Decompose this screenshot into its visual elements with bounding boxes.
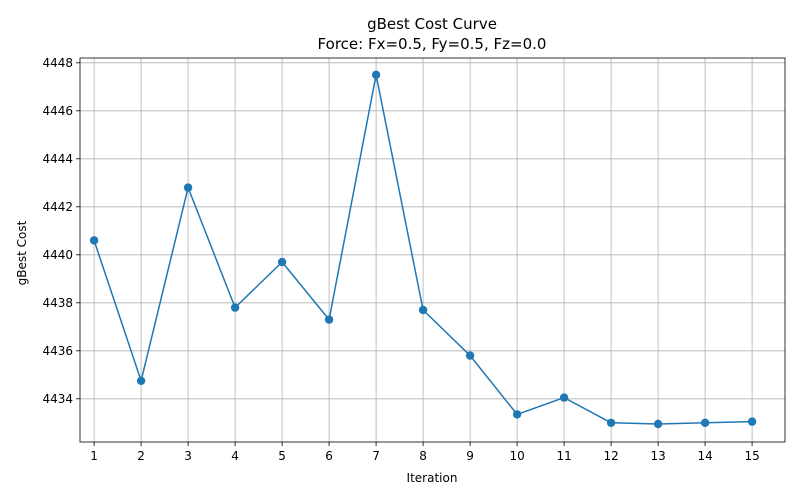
data-point [559,393,569,402]
data-point [89,236,99,245]
x-tick-label: 11 [556,449,571,463]
chart-title: gBest Cost Curve [367,15,497,33]
x-tick-label: 15 [744,449,759,463]
data-point [324,315,334,324]
y-tick-label: 4448 [42,56,73,70]
series-group [89,70,757,429]
data-point [418,305,428,315]
grid-lines [80,58,785,442]
data-point [512,410,522,419]
y-tick-label: 4444 [42,152,73,166]
data-point [277,257,287,267]
x-axis-label: Iteration [407,471,458,485]
y-tick-label: 4442 [42,200,73,214]
x-tick-label: 12 [603,449,618,463]
x-tick-label: 9 [466,449,474,463]
x-tick-label: 13 [650,449,665,463]
data-point [606,418,616,427]
data-point [465,351,475,360]
data-point [653,419,663,429]
x-tick-label: 6 [325,449,333,463]
x-tick-label: 4 [231,449,239,463]
y-tick-label: 4438 [42,296,73,310]
data-point [136,376,146,385]
y-axis-ticks: 4434 4436 4438 4440 4442 4444 4446 4448 [42,56,80,406]
data-point [747,417,757,426]
chart-subtitle: Force: Fx=0.5, Fy=0.5, Fz=0.0 [318,35,547,53]
x-tick-label: 1 [90,449,98,463]
y-tick-label: 4436 [42,344,73,358]
x-tick-label: 2 [137,449,145,463]
x-tick-label: 10 [509,449,524,463]
x-axis-ticks: 1 2 3 4 5 6 7 8 9 10 11 12 13 14 15 [90,442,760,463]
y-tick-label: 4446 [42,104,73,118]
data-point [700,418,710,427]
y-tick-label: 4440 [42,248,73,262]
x-tick-label: 8 [419,449,427,463]
data-point [371,70,381,80]
data-point [230,303,240,312]
x-tick-label: 14 [697,449,712,463]
x-tick-label: 7 [372,449,380,463]
x-tick-label: 5 [278,449,286,463]
y-axis-label: gBest Cost [15,220,29,285]
y-tick-label: 4434 [42,392,73,406]
plot-frame [79,57,786,443]
x-tick-label: 3 [184,449,192,463]
data-point [183,183,193,192]
